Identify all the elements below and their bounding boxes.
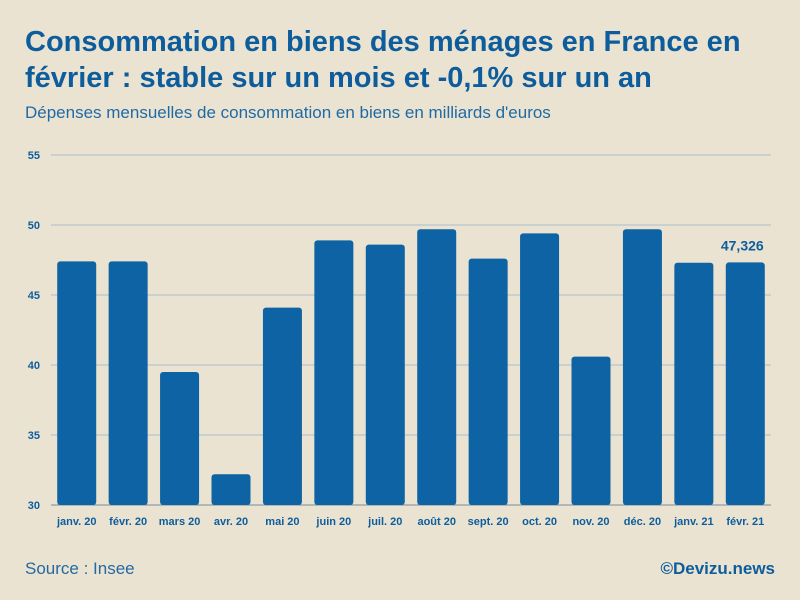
x-tick-label: janv. 20 <box>56 516 97 528</box>
x-tick-label: sept. 20 <box>468 516 509 528</box>
x-axis-labels: janv. 20 févr. 20 mars 20 avr. 20 mai 20 juin… <box>56 516 764 528</box>
bar-10 <box>571 356 611 505</box>
y-tick-label: 55 <box>28 150 40 162</box>
bar-4 <box>262 307 302 505</box>
y-gridlines <box>51 154 771 506</box>
y-tick-label: 30 <box>28 500 40 512</box>
y-tick-label: 35 <box>28 430 40 442</box>
bar-6 <box>365 244 405 505</box>
brand-credit: ©Devizu.news <box>660 559 775 578</box>
bar-9 <box>520 233 560 505</box>
x-tick-label: déc. 20 <box>624 516 661 528</box>
bar-13 <box>725 262 765 505</box>
x-tick-label: avr. 20 <box>214 516 248 528</box>
x-tick-label: mars 20 <box>159 516 201 528</box>
bar-11 <box>622 229 662 505</box>
bar-7 <box>417 229 457 505</box>
x-tick-label: févr. 20 <box>109 516 147 528</box>
bars <box>57 229 765 505</box>
x-tick-label: mai 20 <box>265 516 299 528</box>
bar-3 <box>211 474 251 505</box>
bar-12 <box>674 262 714 505</box>
x-tick-label: nov. 20 <box>572 516 609 528</box>
y-axis-ticks: 30 35 40 45 50 55 <box>28 150 40 512</box>
chart-title-line-1: Consommation en biens des ménages en Fra… <box>25 26 741 58</box>
y-tick-label: 40 <box>28 360 40 372</box>
x-tick-label: oct. 20 <box>522 516 557 528</box>
chart-subtitle: Dépenses mensuelles de consommation en b… <box>25 103 551 122</box>
bar-0 <box>57 261 97 505</box>
x-tick-label: août 20 <box>417 516 456 528</box>
bar-8 <box>468 258 508 505</box>
bar-5 <box>314 240 354 505</box>
y-tick-label: 50 <box>28 220 40 232</box>
x-tick-label: févr. 21 <box>726 516 764 528</box>
x-tick-label: janv. 21 <box>673 516 714 528</box>
y-tick-label: 45 <box>28 290 40 302</box>
source-note: Source : Insee <box>25 559 135 578</box>
x-tick-label: juil. 20 <box>367 516 402 528</box>
bar-2 <box>160 372 200 505</box>
chart-title: Consommation en biens des ménages en Fra… <box>25 24 775 96</box>
data-label-last-value: 47,326 <box>721 237 764 253</box>
x-tick-label: juin 20 <box>315 516 351 528</box>
chart-title-line-2: février : stable sur un mois et -0,1% su… <box>25 62 652 94</box>
annotations: 47,326 <box>721 237 764 253</box>
bar-1 <box>108 261 148 505</box>
